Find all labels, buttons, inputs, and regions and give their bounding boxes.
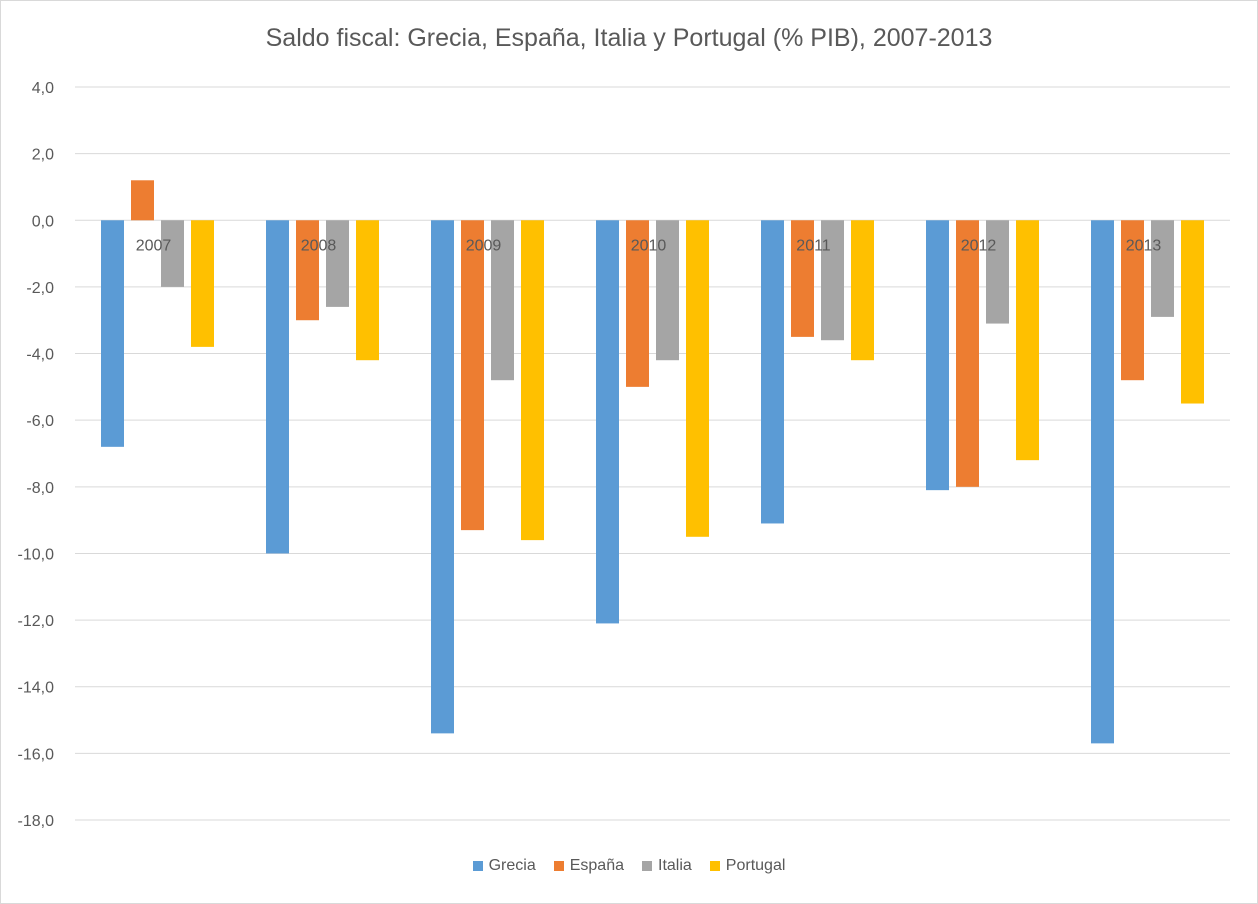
legend-item: Portugal [709, 857, 786, 875]
bar-italia-2007 [161, 220, 184, 287]
chart-title: Saldo fiscal: Grecia, España, Italia y P… [265, 24, 993, 52]
bar-portugal-2009 [521, 220, 544, 541]
bar-grecia-2012 [926, 220, 949, 491]
bar-portugal-2012 [1016, 220, 1039, 461]
bar-italia-2013 [1151, 220, 1174, 317]
bar-espana-2013 [1121, 220, 1144, 381]
bar-espana-2011 [791, 220, 814, 337]
bar-italia-2008 [326, 220, 349, 307]
legend-label: España [569, 857, 624, 874]
legend-label: Portugal [725, 857, 786, 874]
bar-grecia-2008 [266, 220, 289, 554]
bar-espana-2008 [296, 220, 319, 321]
bar-portugal-2013 [1181, 220, 1204, 404]
y-tick-label: 0,0 [32, 213, 54, 230]
x-tick-label: 2010 [631, 237, 667, 254]
bar-espana-2009 [461, 220, 484, 531]
y-tick-label: -8,0 [26, 480, 54, 497]
legend-swatch [553, 861, 564, 871]
y-tick-label: -4,0 [26, 347, 54, 364]
bar-grecia-2009 [431, 220, 454, 734]
legend-item: Grecia [472, 857, 536, 875]
bar-portugal-2010 [686, 220, 709, 537]
bar-portugal-2007 [191, 220, 214, 347]
bar-espana-2007 [131, 180, 154, 221]
legend-swatch [709, 861, 720, 871]
legend-label: Grecia [488, 857, 536, 874]
y-tick-label: -6,0 [26, 413, 54, 430]
y-tick-label: -12,0 [18, 613, 55, 630]
x-tick-label: 2013 [1126, 237, 1162, 254]
bar-portugal-2011 [851, 220, 874, 361]
y-tick-label: 2,0 [32, 147, 54, 164]
legend-swatch [472, 861, 483, 871]
x-tick-label: 2011 [796, 237, 831, 254]
bar-grecia-2011 [761, 220, 784, 524]
bar-italia-2011 [821, 220, 844, 341]
bar-grecia-2007 [101, 220, 124, 447]
y-tick-label: -10,0 [18, 546, 55, 563]
legend-swatch [642, 861, 652, 871]
x-tick-label: 2009 [466, 237, 502, 254]
bar-italia-2010 [656, 220, 679, 361]
x-tick-label: 2007 [136, 237, 172, 254]
legend-item: Italia [642, 857, 692, 875]
y-tick-label: -18,0 [18, 813, 55, 830]
bar-espana-2010 [626, 220, 649, 387]
bar-portugal-2008 [356, 220, 379, 361]
y-tick-label: -16,0 [18, 746, 55, 763]
y-tick-label: 4,0 [32, 80, 54, 97]
x-tick-label: 2008 [301, 237, 337, 254]
y-tick-label: -14,0 [18, 680, 55, 697]
legend-label: Italia [658, 857, 692, 874]
bar-italia-2012 [986, 220, 1009, 324]
x-tick-label: 2012 [961, 237, 997, 254]
bar-grecia-2013 [1091, 220, 1114, 744]
y-tick-label: -2,0 [26, 280, 54, 297]
legend-item: España [553, 857, 624, 875]
bar-italia-2009 [491, 220, 514, 381]
bar-espana-2012 [956, 220, 979, 487]
legend: Grecia España Italia Portugal [0, 857, 1258, 875]
bar-grecia-2010 [596, 220, 619, 624]
